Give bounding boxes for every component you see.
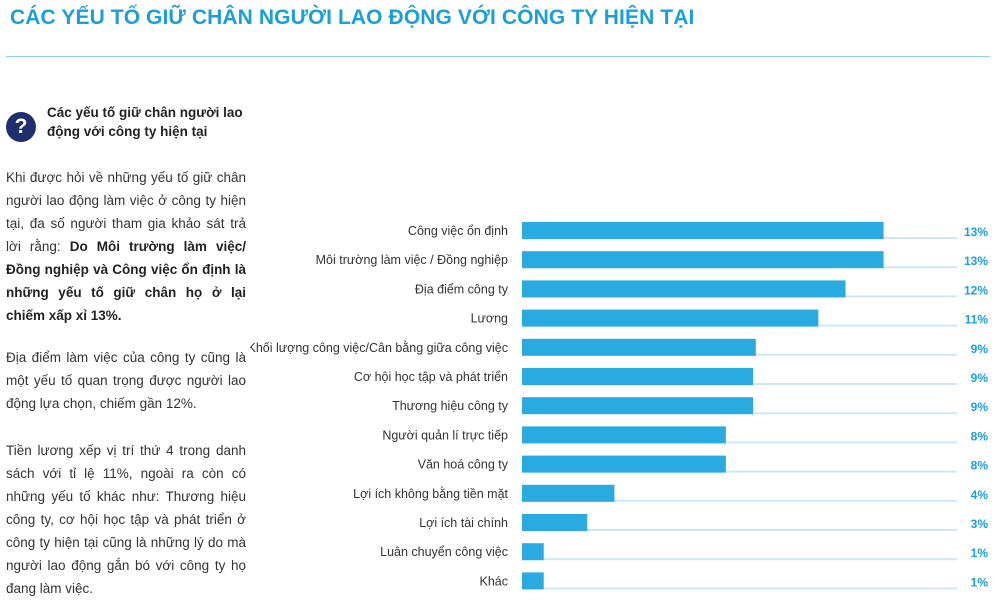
category-label: Lương [471, 312, 508, 326]
salary-paragraph: Tiền lương xếp vị trí thứ 4 trong danh s… [6, 443, 246, 596]
bar [522, 251, 884, 269]
bar [522, 572, 544, 590]
value-label: 9% [971, 342, 989, 356]
category-label: Luân chuyển công việc [380, 545, 508, 559]
category-label: Lợi ích không bằng tiền mặt [353, 486, 508, 501]
bar-track [522, 558, 957, 561]
category-label: Lợi ích tài chính [419, 516, 508, 530]
bar [522, 338, 756, 356]
value-label: 9% [971, 371, 989, 385]
bar [522, 368, 754, 385]
bar [522, 543, 544, 561]
bar [522, 309, 819, 327]
category-label: Văn hoá công ty [418, 458, 509, 472]
bar [522, 397, 754, 415]
value-label: 4% [971, 488, 989, 502]
intro-text: Khi được hỏi về những yếu tố giữ chân ng… [6, 170, 246, 254]
bar-track [522, 499, 957, 502]
category-label: Thương hiệu công ty [392, 399, 509, 413]
intro-paragraph: Khi được hỏi về những yếu tố giữ chân ng… [6, 166, 246, 327]
location-paragraph: Địa điểm làm việc của công ty cũng là mộ… [6, 350, 246, 411]
value-label: 11% [965, 313, 989, 327]
bar-track [522, 441, 957, 444]
category-label: Địa điểm công ty [415, 282, 509, 296]
value-label: 8% [971, 459, 989, 473]
question-mark-icon: ? [6, 112, 36, 142]
question-title: Các yếu tố giữ chân người lao động với c… [47, 105, 243, 139]
value-label: 9% [971, 400, 989, 414]
value-label: 1% [971, 546, 989, 560]
intro-highlight: Do Môi trường làm việc/ Đồng nghiệp và C… [6, 239, 246, 323]
category-label: Người quản lí trực tiếp [382, 428, 508, 442]
value-label: 8% [971, 429, 989, 443]
bar [522, 514, 588, 531]
bar [522, 484, 615, 502]
category-label: Công việc ổn định [408, 224, 508, 238]
category-label: Môi trường làm việc / Đồng nghiệp [316, 253, 508, 267]
value-label: 12% [964, 283, 988, 297]
title-divider [6, 56, 990, 57]
bar [522, 222, 884, 239]
value-label: 13% [964, 254, 988, 268]
page-title: CÁC YẾU TỐ GIỮ CHÂN NGƯỜI LAO ĐỘNG VỚI C… [10, 6, 695, 29]
bar [522, 426, 726, 444]
bar [522, 280, 846, 298]
bar-track [522, 470, 957, 473]
value-label: 3% [971, 517, 989, 531]
retention-bar-chart: Công việc ổn định 13% Môi trường làm việc … [250, 222, 989, 590]
value-label: 13% [964, 225, 988, 239]
category-label: Khác [480, 574, 509, 588]
bar-track [522, 529, 957, 531]
category-label: Khối lượng công việc/Cân bằng giữa công … [250, 340, 508, 355]
bar [522, 455, 726, 473]
value-label: 1% [971, 575, 989, 589]
bar-track [522, 587, 957, 590]
category-label: Cơ hội học tập và phát triển [354, 370, 508, 384]
